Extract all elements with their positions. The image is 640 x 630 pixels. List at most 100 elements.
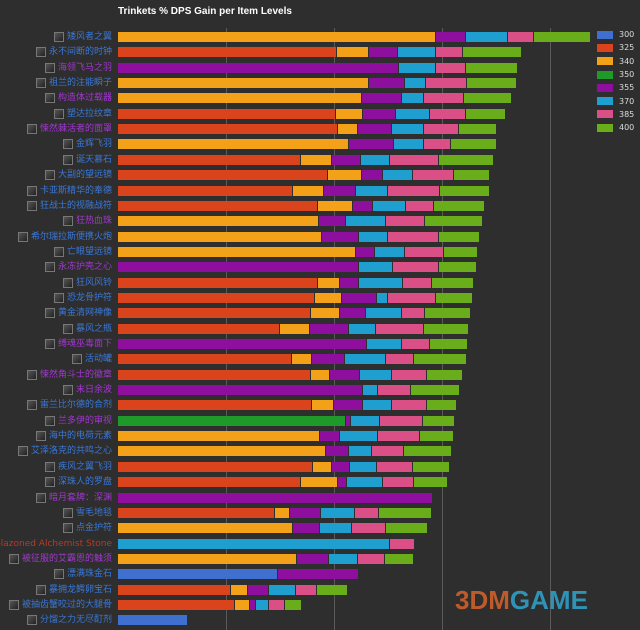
category-label-text: 暗月套牌：深渊 bbox=[48, 492, 112, 503]
category-label: 雷兰比尔德的合剂 bbox=[26, 399, 112, 411]
item-icon bbox=[35, 492, 46, 503]
legend-label: 350 bbox=[619, 70, 635, 80]
bar-segment-400 bbox=[412, 461, 449, 472]
bar-segment-400 bbox=[432, 277, 474, 288]
legend-swatch bbox=[597, 110, 613, 119]
bar-segment-370 bbox=[372, 200, 406, 211]
bar-segment-340 bbox=[300, 477, 338, 488]
category-label-text: 雷兰比尔德的合剂 bbox=[39, 400, 112, 411]
bar-segment-355 bbox=[345, 415, 351, 426]
bar-segment-350 bbox=[118, 415, 345, 426]
category-label: 大副的望远镜 bbox=[44, 169, 112, 181]
bar-segment-370 bbox=[375, 246, 405, 257]
bar-segment-370 bbox=[340, 431, 378, 442]
bar-segment-385 bbox=[423, 93, 463, 104]
item-icon bbox=[62, 216, 73, 227]
category-label: 艾泽洛克的共鸣之心 bbox=[17, 445, 112, 457]
bar-segment-400 bbox=[413, 477, 448, 488]
bar-segment-400 bbox=[410, 385, 460, 396]
category-label-text: 疾风之翼飞羽 bbox=[57, 461, 112, 472]
bar-segment-340 bbox=[231, 584, 247, 595]
item-icon bbox=[62, 507, 73, 518]
bar-segment-325 bbox=[118, 308, 311, 319]
bar-segment-400 bbox=[463, 93, 512, 104]
legend-item-400: 400 bbox=[597, 121, 634, 134]
bar-segment-385 bbox=[412, 170, 453, 181]
category-label: 祖兰的注能瞬子 bbox=[35, 77, 112, 89]
bar-segment-400 bbox=[450, 139, 497, 150]
legend: 300 325 340 350 355 370 385 400 bbox=[597, 28, 634, 134]
bar-segment-370 bbox=[328, 553, 357, 564]
bar-segment-385 bbox=[385, 216, 424, 227]
category-label: 矮风者之翼 bbox=[53, 31, 112, 43]
category-label-text: 悚然角斗士的徽章 bbox=[39, 369, 112, 380]
bar-segment-325 bbox=[118, 277, 317, 288]
category-label: 塑达拉纹章 bbox=[53, 108, 112, 120]
bar-segment-370 bbox=[465, 32, 507, 42]
watermark-text-b: GAME bbox=[509, 585, 588, 615]
bar-segment-325 bbox=[118, 185, 292, 196]
bar-segment-385 bbox=[354, 507, 379, 518]
category-label-text: 缚魂巫毒面下 bbox=[57, 339, 112, 349]
bar-segment-355 bbox=[357, 124, 392, 135]
bar-segment-385 bbox=[423, 124, 459, 135]
legend-item-300: 300 bbox=[597, 28, 634, 41]
item-icon bbox=[44, 339, 55, 349]
bar-segment-400 bbox=[385, 523, 427, 534]
bar-segment-325 bbox=[118, 124, 338, 135]
bar-segment-370 bbox=[363, 385, 378, 396]
category-label-text: 狂战士的视融战符 bbox=[39, 200, 112, 211]
bar-segment-400 bbox=[426, 369, 462, 380]
bar-segment-355 bbox=[319, 431, 340, 442]
category-label-text: 深珠人的罗盘 bbox=[57, 477, 112, 488]
category-label-text: 狂风风铃 bbox=[75, 277, 112, 288]
bar-segment-370 bbox=[355, 185, 387, 196]
item-icon bbox=[71, 354, 82, 365]
category-label-text: 亡眼望远镜 bbox=[66, 246, 112, 257]
bar-segment-325 bbox=[118, 154, 300, 165]
bar-segment-370 bbox=[382, 170, 412, 181]
category-label: 分馏之力无尽酊剂 bbox=[26, 614, 112, 626]
bar-segment-385 bbox=[388, 292, 435, 303]
bar-segment-385 bbox=[403, 277, 432, 288]
bar-segment-400 bbox=[459, 124, 497, 135]
bar-segment-370 bbox=[118, 538, 390, 549]
legend-label: 400 bbox=[619, 123, 635, 133]
category-label-text: 分馏之力无尽酊剂 bbox=[39, 615, 112, 626]
bar-segment-355 bbox=[340, 277, 358, 288]
bar-segment-370 bbox=[367, 339, 402, 349]
category-label: 狂风风铃 bbox=[62, 277, 112, 289]
bar-segment-370 bbox=[349, 323, 376, 334]
bar-segment-400 bbox=[444, 246, 477, 257]
legend-item-355: 355 bbox=[597, 81, 634, 94]
bar-segment-370 bbox=[256, 599, 269, 610]
category-label: 疾风之翼飞羽 bbox=[44, 461, 112, 473]
bar-segment-340 bbox=[118, 553, 297, 564]
item-icon bbox=[26, 369, 37, 380]
bar-segment-370 bbox=[358, 262, 393, 273]
bar-segment-325 bbox=[118, 323, 279, 334]
bar-segment-385 bbox=[352, 523, 385, 534]
category-label: 暴风之瓶 bbox=[62, 323, 112, 335]
item-icon bbox=[35, 431, 46, 442]
item-icon bbox=[35, 47, 46, 58]
legend-label: 300 bbox=[619, 30, 635, 40]
bar-segment-355 bbox=[341, 292, 377, 303]
bar-segment-370 bbox=[346, 477, 382, 488]
item-icon bbox=[53, 569, 64, 580]
legend-item-325: 325 bbox=[597, 41, 634, 54]
bar-segment-385 bbox=[380, 415, 422, 426]
bar-segment-325 bbox=[118, 47, 337, 58]
bar-segment-370 bbox=[351, 415, 380, 426]
item-icon bbox=[53, 108, 64, 119]
bar-segment-385 bbox=[402, 308, 424, 319]
bar-segment-325 bbox=[118, 354, 291, 365]
category-label-text: 被抽齿蟹咬过的大腿骨 bbox=[21, 599, 112, 610]
bar-segment-370 bbox=[359, 369, 392, 380]
legend-label: 370 bbox=[619, 96, 635, 106]
watermark-text-a: 3DM bbox=[455, 585, 510, 615]
item-icon bbox=[53, 246, 64, 257]
item-icon bbox=[53, 32, 64, 42]
item-icon bbox=[44, 62, 55, 73]
item-icon bbox=[44, 262, 55, 273]
